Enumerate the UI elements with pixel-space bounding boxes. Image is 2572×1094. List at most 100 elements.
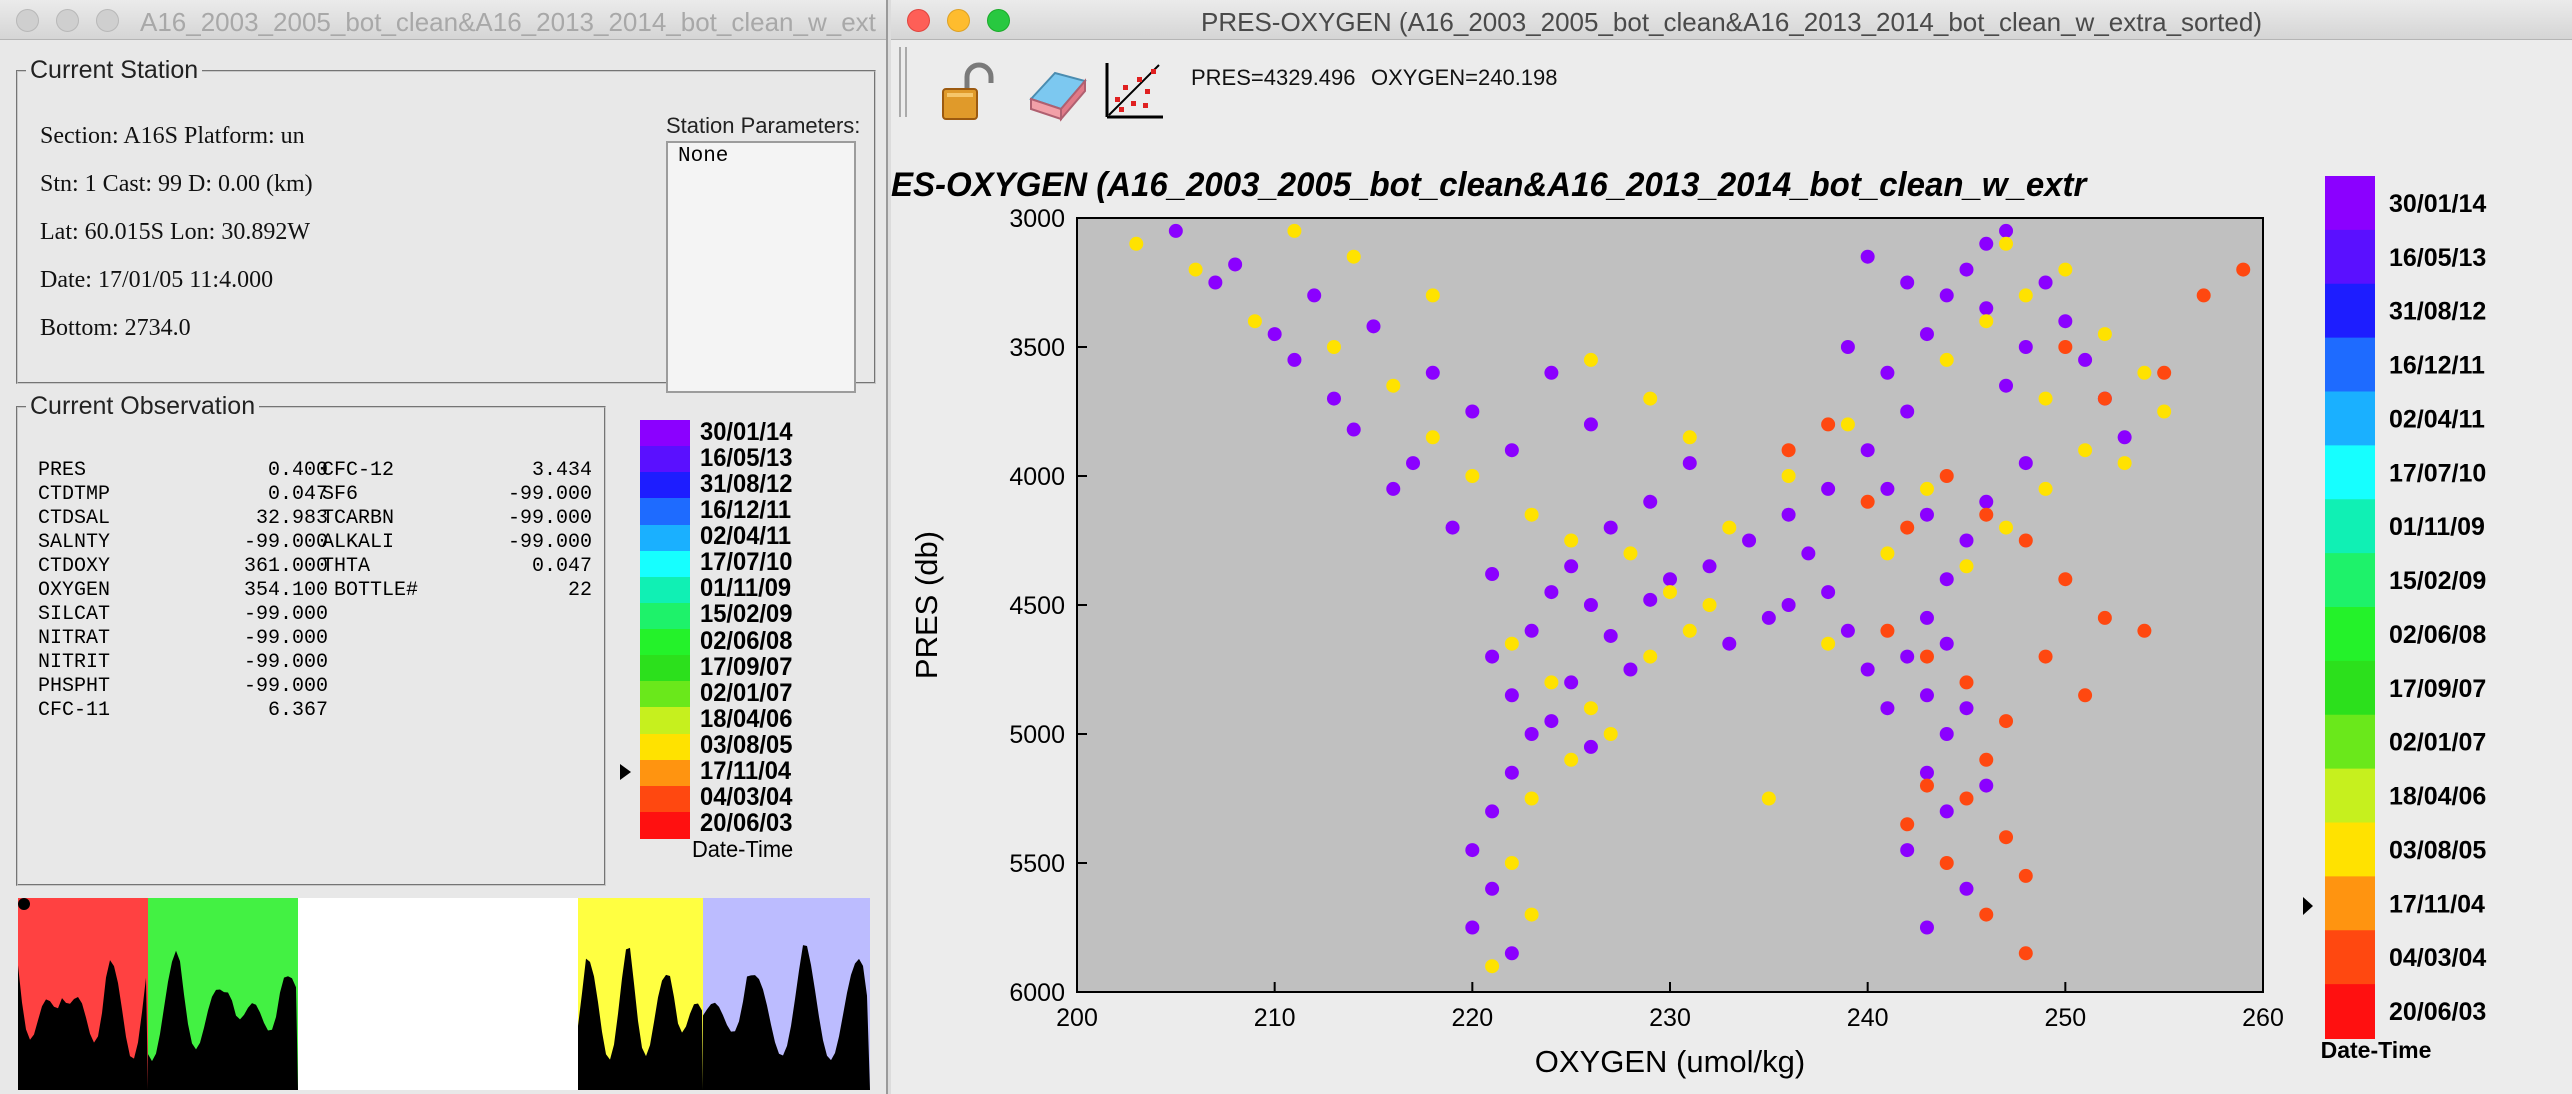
x-tick-label: 260 [2242, 1004, 2284, 1032]
colorbar-marker-icon [2303, 897, 2313, 915]
colorbar-label: 01/11/09 [700, 574, 792, 603]
obs-name-silcat: SILCAT [38, 603, 111, 626]
data-point [1979, 236, 1994, 251]
data-point [2097, 327, 2112, 342]
data-point [1959, 675, 1974, 690]
colorbar-swatch [2325, 714, 2375, 770]
data-point [1860, 443, 1875, 458]
station-cast-line: Stn: 1 Cast: 99 D: 0.00 (km) [40, 171, 313, 197]
x-tick-label: 210 [1254, 1004, 1296, 1032]
data-point [1465, 843, 1480, 858]
data-point [1939, 572, 1954, 587]
data-point [2018, 456, 2033, 471]
obs-name-nitrit: NITRIT [38, 651, 111, 674]
station-info-window: A16_2003_2005_bot_clean&A16_2013_2014_bo… [0, 0, 888, 1094]
colorbar-swatch [640, 524, 690, 552]
obs-value-nitrit: -99.000 [243, 651, 328, 674]
colorbar-swatch [2325, 337, 2375, 393]
data-point [1524, 791, 1539, 806]
lat-lon-line: Lat: 60.015S Lon: 30.892W [40, 219, 310, 245]
data-point [2038, 481, 2053, 496]
colorbar-label: 02/01/07 [700, 678, 793, 707]
obs-name-oxygen: OXYGEN [38, 579, 111, 602]
data-point [1643, 649, 1658, 664]
data-point [1979, 301, 1994, 316]
data-point [1603, 520, 1618, 535]
colorbar-label: 17/09/07 [700, 652, 793, 681]
data-point [1287, 352, 1302, 367]
y-tick-label: 5000 [1009, 721, 1065, 749]
data-point [2097, 391, 2112, 406]
toolbar-grip[interactable] [899, 47, 907, 117]
colorbar-label: 31/08/12 [700, 469, 793, 498]
unlock-icon[interactable] [937, 59, 1001, 123]
data-point [2038, 649, 2053, 664]
data-point [1366, 319, 1381, 334]
data-point [1564, 752, 1579, 767]
data-point [2196, 288, 2211, 303]
data-point [1208, 275, 1223, 290]
colorbar-label: 20/06/03 [700, 809, 793, 838]
close-window-button[interactable] [16, 9, 39, 32]
data-point [1168, 223, 1183, 238]
data-point [1583, 417, 1598, 432]
data-point [1959, 559, 1974, 574]
y-tick-label: 4500 [1009, 592, 1065, 620]
data-point [1761, 610, 1776, 625]
obs-value-ctdsal: 32.983 [255, 507, 328, 530]
colorbar-swatch [640, 707, 690, 735]
colorbar-label: 17/09/07 [2389, 675, 2486, 703]
colorbar-swatch [640, 785, 690, 813]
colorbar-swatch [2325, 445, 2375, 501]
colorbar-label: 18/04/06 [700, 704, 793, 733]
colorbar-label: 02/01/07 [2389, 729, 2486, 757]
data-point [1406, 456, 1421, 471]
data-point [1979, 507, 1994, 522]
colorbar-swatch [640, 602, 690, 630]
data-point [1504, 765, 1519, 780]
data-point [1485, 881, 1500, 896]
data-point [1583, 739, 1598, 754]
data-point [1643, 494, 1658, 509]
colorbar-label: 15/02/09 [700, 600, 793, 629]
obs-value-thta: 0.047 [531, 555, 592, 578]
data-point [1682, 456, 1697, 471]
data-point [1919, 327, 1934, 342]
zoom-window-button[interactable] [96, 9, 119, 32]
zoom-window-button[interactable] [987, 9, 1010, 32]
data-point [1880, 481, 1895, 496]
colorbar-swatch [640, 550, 690, 578]
data-point [2117, 430, 2132, 445]
scatter-plot-icon[interactable] [1101, 59, 1165, 123]
data-point [1919, 778, 1934, 793]
right-window-title: PRES-OXYGEN (A16_2003_2005_bot_clean&A16… [1201, 7, 2262, 37]
section-overview-strip[interactable] [18, 898, 870, 1090]
colorbar-swatch [640, 446, 690, 474]
colorbar-label: 18/04/06 [2389, 783, 2486, 811]
eraser-icon[interactable] [1025, 59, 1089, 123]
left-titlebar: A16_2003_2005_bot_clean&A16_2013_2014_bo… [0, 0, 886, 40]
colorbar-swatch [640, 576, 690, 604]
data-point [1999, 236, 2014, 251]
data-point [1840, 417, 1855, 432]
scatter-plot[interactable]: 200 210 220 230 240 250 260 3000 3500 4000 4500 500… [891, 0, 2572, 1094]
obs-value-phspht: -99.000 [243, 675, 328, 698]
data-point [1247, 314, 1262, 329]
x-tick-label: 230 [1649, 1004, 1691, 1032]
data-point [1880, 701, 1895, 716]
colorbar-label: 15/02/09 [2389, 567, 2486, 595]
data-point [1959, 262, 1974, 277]
minimize-window-button[interactable] [56, 9, 79, 32]
data-point [1524, 623, 1539, 638]
obs-name-tcarbn: TCARBN [322, 507, 395, 530]
x-tick-label: 220 [1451, 1004, 1493, 1032]
obs-value-pres: 0.400 [267, 459, 328, 482]
data-point [1504, 856, 1519, 870]
obs-value-bottle-: 22 [567, 579, 592, 602]
close-window-button[interactable] [907, 9, 930, 32]
minimize-window-button[interactable] [947, 9, 970, 32]
obs-name-ctdoxy: CTDOXY [38, 555, 111, 578]
station-params-list[interactable]: None [666, 141, 856, 393]
obs-name-nitrat: NITRAT [38, 627, 111, 650]
data-point [1761, 791, 1776, 806]
